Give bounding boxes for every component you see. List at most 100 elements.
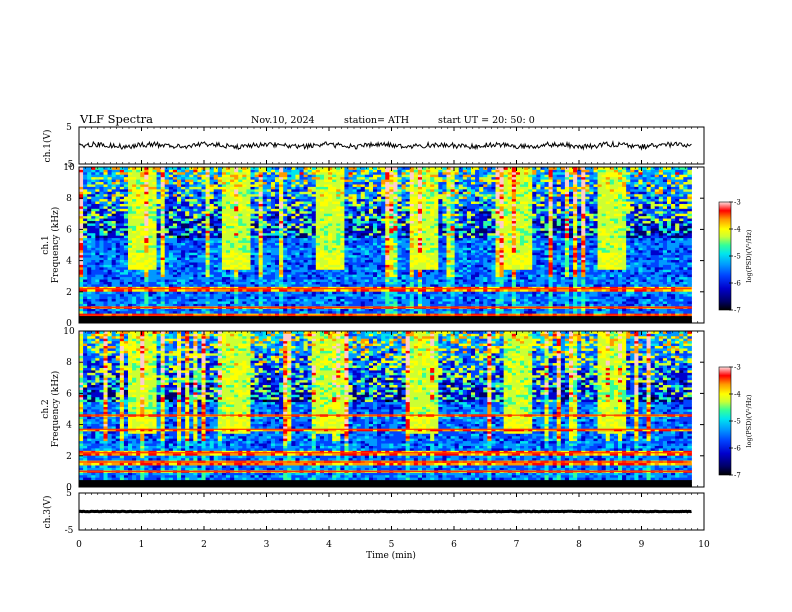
spectrogram-cell: [266, 254, 272, 258]
spectrogram-cell: [266, 169, 272, 173]
spectrogram-cell: [393, 242, 398, 246]
spectrogram-cell: [209, 235, 215, 239]
spectrogram-cell: [254, 254, 260, 258]
spectrogram-cell: [319, 196, 325, 200]
spectrogram-cell: [234, 318, 239, 321]
spectrogram-cell: [307, 296, 313, 300]
spectrogram-cell: [340, 191, 345, 195]
spectrogram-cell: [324, 254, 329, 258]
spectrogram-cell: [160, 247, 166, 251]
spectrogram-cell: [103, 271, 108, 275]
spectrogram-cell: [217, 247, 223, 251]
spectrogram-cell: [356, 232, 362, 236]
spectrogram-cell: [348, 230, 353, 234]
spectrogram-cell: [197, 262, 202, 265]
spectrogram-cell: [185, 235, 190, 239]
spectrogram-cell: [119, 262, 125, 265]
spectrogram-cell: [87, 271, 92, 275]
spectrogram-cell: [119, 179, 125, 183]
spectrogram-cell: [340, 298, 345, 302]
spectrogram-cell: [332, 320, 337, 324]
spectrogram-cell: [283, 247, 288, 251]
spectrogram-cell: [123, 235, 129, 239]
spectrogram-cell: [226, 215, 231, 219]
spectrogram-cell: [340, 210, 345, 214]
spectrogram-cell: [242, 269, 247, 273]
spectrogram-cell: [168, 174, 174, 178]
spectrogram-cell: [373, 235, 378, 239]
spectrogram-cell: [185, 288, 190, 292]
spectrogram-cell: [189, 201, 194, 204]
spectrogram-cell: [307, 245, 313, 248]
spectrogram-cell: [99, 259, 104, 263]
spectrogram-cell: [164, 196, 170, 200]
spectrogram-cell: [315, 201, 321, 204]
spectrogram-cell: [356, 318, 362, 321]
spectrogram-cell: [258, 240, 264, 243]
spectrogram-cell: [83, 281, 88, 285]
spectrogram-cell: [172, 188, 178, 192]
spectrogram-cell: [393, 315, 398, 319]
spectrogram-cell: [217, 298, 223, 302]
spectrogram-cell: [340, 262, 345, 265]
spectrogram-cell: [344, 201, 349, 204]
spectrogram-cell: [201, 286, 206, 290]
spectrogram-cell: [352, 210, 358, 214]
spectrogram-cell: [205, 318, 211, 321]
spectrogram-cell: [377, 262, 382, 265]
spectrogram-cell: [275, 271, 280, 275]
spectrogram-cell: [324, 191, 329, 195]
spectrogram-cell: [287, 215, 292, 219]
spectrogram-cell: [103, 184, 108, 187]
spectrogram-cell: [393, 296, 398, 300]
spectrogram-cell: [164, 288, 170, 292]
spectrogram-cell: [160, 198, 166, 202]
spectrogram-cell: [295, 215, 300, 219]
spectrogram-cell: [291, 186, 296, 190]
spectrogram-cell: [156, 210, 162, 214]
spectrogram-cell: [279, 167, 284, 170]
spectrogram-cell: [136, 284, 141, 287]
spectrogram-cell: [189, 249, 194, 253]
spectrogram-cell: [234, 286, 239, 290]
spectrogram-cell: [87, 213, 92, 217]
spectrogram-cell: [336, 227, 341, 231]
spectrogram-cell: [258, 298, 264, 302]
spectrogram-cell: [164, 247, 170, 251]
spectrogram-cell: [144, 281, 149, 285]
spectrogram-cell: [381, 193, 386, 197]
spectrogram-cell: [348, 240, 353, 243]
spectrogram-cell: [115, 245, 121, 248]
spectrogram-cell: [226, 284, 231, 287]
spectrogram-cell: [368, 240, 374, 243]
spectrogram-cell: [238, 240, 243, 243]
spectrogram-cell: [226, 225, 231, 229]
spectrogram-cell: [213, 167, 219, 170]
spectrogram-cell: [328, 203, 333, 207]
spectrogram-cell: [283, 196, 288, 200]
spectrogram-cell: [234, 281, 239, 285]
spectrogram-cell: [311, 254, 317, 258]
spectrogram-cell: [393, 298, 398, 302]
spectrogram-cell: [201, 191, 206, 195]
spectrogram-cell: [83, 176, 88, 180]
spectrogram-cell: [205, 179, 211, 183]
spectrogram-cell: [209, 269, 215, 273]
spectrogram-cell: [311, 301, 317, 304]
spectrogram-cell: [209, 184, 215, 187]
spectrogram-cell: [164, 179, 170, 183]
spectrogram-cell: [136, 252, 141, 256]
spectrogram-cell: [324, 279, 329, 282]
spectrogram-cell: [177, 230, 182, 234]
spectrogram-cell: [250, 213, 255, 217]
spectrogram-cell: [356, 225, 362, 229]
spectrogram-cell: [393, 303, 398, 307]
spectrogram-cell: [181, 264, 186, 268]
spectrogram-cell: [95, 291, 100, 295]
spectrogram-cell: [213, 245, 219, 248]
spectrogram-cell: [111, 237, 117, 241]
spectrogram-cell: [377, 174, 382, 178]
spectrogram-cell: [123, 188, 129, 192]
spectrogram-cell: [332, 301, 337, 304]
spectrogram-cell: [356, 201, 362, 204]
